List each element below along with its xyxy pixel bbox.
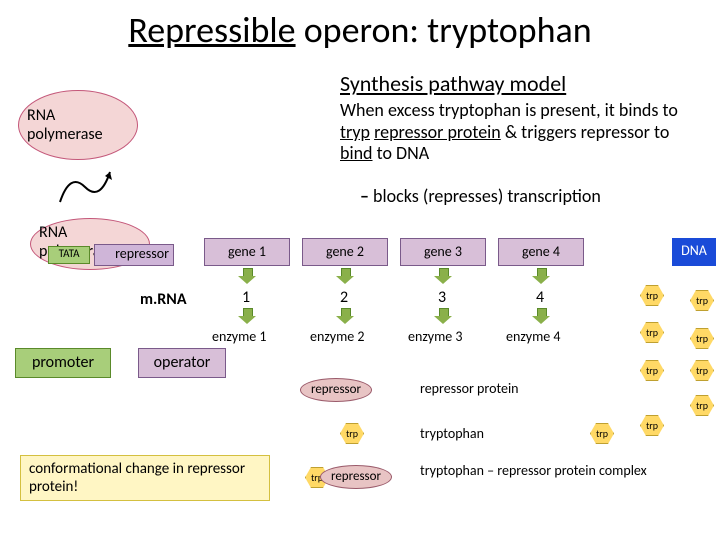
mrna-label: m.RNA	[140, 290, 187, 309]
sub-bullet: – blocks (represses) transcription	[360, 185, 601, 207]
trp-hex: trp	[690, 328, 714, 349]
arrow-down-icon	[434, 268, 452, 284]
tata-box: TATA	[48, 246, 90, 264]
repressor-box-small: repressor	[94, 244, 174, 266]
gene-box: gene 1	[204, 238, 290, 266]
gene-number: 2	[340, 288, 348, 307]
gene-number: 1	[242, 288, 250, 307]
desc-txt: When excess tryptophan is present, it bi…	[340, 99, 678, 121]
trp-hex: trp	[640, 360, 664, 381]
desc-u: tryp	[340, 121, 370, 143]
rna-poly-l1: RNA	[27, 106, 55, 125]
repressor-oval: repressor	[320, 465, 392, 489]
rna-polymerase-oval-1: RNA polymerase	[18, 90, 138, 160]
trp-hex: trp	[340, 423, 364, 444]
dna-label: DNA	[672, 238, 716, 266]
desc-txt: & triggers repressor to	[501, 121, 670, 143]
title-underlined: Repressible	[128, 8, 295, 52]
desc-u: repressor protein	[374, 121, 501, 143]
trp-hex: trp	[640, 322, 664, 343]
arrow-down-icon	[336, 268, 354, 284]
description: When excess tryptophan is present, it bi…	[340, 100, 690, 165]
gene-box: gene 2	[302, 238, 388, 266]
conformational-change-note: conformational change in repressor prote…	[20, 455, 270, 501]
enzyme-label: enzyme 2	[310, 328, 364, 345]
gene-number: 4	[536, 288, 544, 307]
arrow-down-icon	[336, 308, 354, 324]
subtitle: Synthesis pathway model	[340, 70, 566, 97]
rna-poly2-l1: RNA	[39, 223, 149, 242]
enzyme-label: enzyme 3	[408, 328, 462, 345]
trp-hex: trp	[640, 415, 664, 436]
rna-poly-l2: polymerase	[27, 125, 103, 144]
operator-box: operator	[138, 348, 226, 378]
arrow-down-icon	[238, 308, 256, 324]
enzyme-label: enzyme 1	[212, 328, 266, 345]
trp-hex: trp	[690, 395, 714, 416]
sub-bullet-text: blocks (represses) transcription	[373, 185, 601, 207]
promoter-box: promoter	[15, 348, 111, 378]
trp-hex: trp	[690, 360, 714, 381]
gene-number: 3	[438, 288, 446, 307]
gene-box: gene 3	[400, 238, 486, 266]
trp-hex: trp	[590, 423, 614, 444]
desc-u: bind	[340, 142, 373, 164]
legend-complex: tryptophan – repressor protein complex	[420, 462, 680, 479]
gene-box: gene 4	[498, 238, 584, 266]
arrow-down-icon	[532, 308, 550, 324]
legend-repressor-protein: repressor protein	[420, 380, 519, 397]
trp-hex: trp	[690, 290, 714, 311]
desc-txt: to DNA	[373, 142, 430, 164]
trp-hex: trp	[640, 285, 664, 306]
repressor-oval: repressor	[300, 378, 372, 402]
arrow-down-icon	[532, 268, 550, 284]
swirl-arrow-icon	[50, 162, 120, 212]
legend-tryptophan: tryptophan	[420, 425, 484, 442]
title-rest: operon: tryptophan	[296, 8, 592, 52]
page-title: Repressible operon: tryptophan	[0, 0, 720, 52]
arrow-down-icon	[238, 268, 256, 284]
arrow-down-icon	[434, 308, 452, 324]
enzyme-label: enzyme 4	[506, 328, 560, 345]
